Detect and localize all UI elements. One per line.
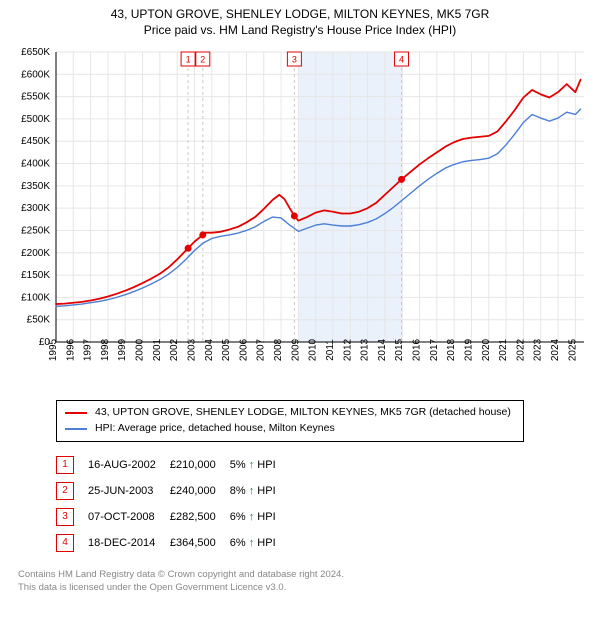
legend-row: 43, UPTON GROVE, SHENLEY LODGE, MILTON K…: [65, 405, 515, 421]
table-row: 1 16-AUG-2002£210,0005% ↑ HPI: [56, 452, 290, 478]
sale-price-cell: £364,500: [170, 530, 230, 556]
title-line-2: Price paid vs. HM Land Registry's House …: [6, 22, 594, 38]
legend-label: 43, UPTON GROVE, SHENLEY LODGE, MILTON K…: [95, 405, 511, 421]
sale-number-badge: 1: [56, 456, 74, 474]
chart-area: £0£50K£100K£150K£200K£250K£300K£350K£400…: [6, 42, 594, 392]
sale-pct-cell: 6% ↑ HPI: [230, 504, 290, 530]
svg-text:£200K: £200K: [21, 248, 50, 259]
sale-date-cell: 16-AUG-2002: [88, 452, 170, 478]
price-chart-svg: £0£50K£100K£150K£200K£250K£300K£350K£400…: [6, 42, 594, 392]
sale-number-badge: 3: [56, 508, 74, 526]
svg-text:£500K: £500K: [21, 114, 50, 125]
svg-text:£550K: £550K: [21, 92, 50, 103]
sales-table: 1 16-AUG-2002£210,0005% ↑ HPI 2 25-JUN-2003…: [56, 452, 290, 556]
svg-text:4: 4: [399, 55, 404, 65]
table-row: 4 18-DEC-2014£364,5006% ↑ HPI: [56, 530, 290, 556]
svg-text:2: 2: [200, 55, 205, 65]
footer-line-2: This data is licensed under the Open Gov…: [18, 581, 594, 594]
table-row: 3 07-OCT-2008£282,5006% ↑ HPI: [56, 504, 290, 530]
footer-attribution: Contains HM Land Registry data © Crown c…: [18, 568, 594, 595]
svg-text:£250K: £250K: [21, 226, 50, 237]
sale-pct-cell: 6% ↑ HPI: [230, 530, 290, 556]
svg-text:£600K: £600K: [21, 70, 50, 81]
table-row: 2 25-JUN-2003£240,0008% ↑ HPI: [56, 478, 290, 504]
legend-label: HPI: Average price, detached house, Milt…: [95, 421, 335, 437]
sale-number-cell: 3: [56, 504, 88, 530]
chart-titles: 43, UPTON GROVE, SHENLEY LODGE, MILTON K…: [6, 6, 594, 38]
svg-text:£400K: £400K: [21, 159, 50, 170]
svg-text:£650K: £650K: [21, 47, 50, 58]
svg-text:1: 1: [186, 55, 191, 65]
footer-line-1: Contains HM Land Registry data © Crown c…: [18, 568, 594, 581]
svg-text:£300K: £300K: [21, 204, 50, 215]
legend-swatch: [65, 428, 87, 430]
title-line-1: 43, UPTON GROVE, SHENLEY LODGE, MILTON K…: [6, 6, 594, 22]
sale-number-badge: 4: [56, 534, 74, 552]
svg-text:£450K: £450K: [21, 137, 50, 148]
sale-price-cell: £240,000: [170, 478, 230, 504]
sale-date-cell: 18-DEC-2014: [88, 530, 170, 556]
sale-date-cell: 25-JUN-2003: [88, 478, 170, 504]
sale-price-cell: £282,500: [170, 504, 230, 530]
sale-number-cell: 4: [56, 530, 88, 556]
sale-number-cell: 2: [56, 478, 88, 504]
svg-text:£150K: £150K: [21, 270, 50, 281]
sale-date-cell: 07-OCT-2008: [88, 504, 170, 530]
svg-text:£100K: £100K: [21, 293, 50, 304]
sale-price-cell: £210,000: [170, 452, 230, 478]
svg-text:3: 3: [292, 55, 297, 65]
svg-text:£50K: £50K: [27, 315, 51, 326]
legend: 43, UPTON GROVE, SHENLEY LODGE, MILTON K…: [56, 400, 524, 442]
sale-pct-cell: 8% ↑ HPI: [230, 478, 290, 504]
legend-row: HPI: Average price, detached house, Milt…: [65, 421, 515, 437]
sale-number-cell: 1: [56, 452, 88, 478]
sale-number-badge: 2: [56, 482, 74, 500]
legend-swatch: [65, 412, 87, 414]
sale-pct-cell: 5% ↑ HPI: [230, 452, 290, 478]
svg-text:£350K: £350K: [21, 181, 50, 192]
